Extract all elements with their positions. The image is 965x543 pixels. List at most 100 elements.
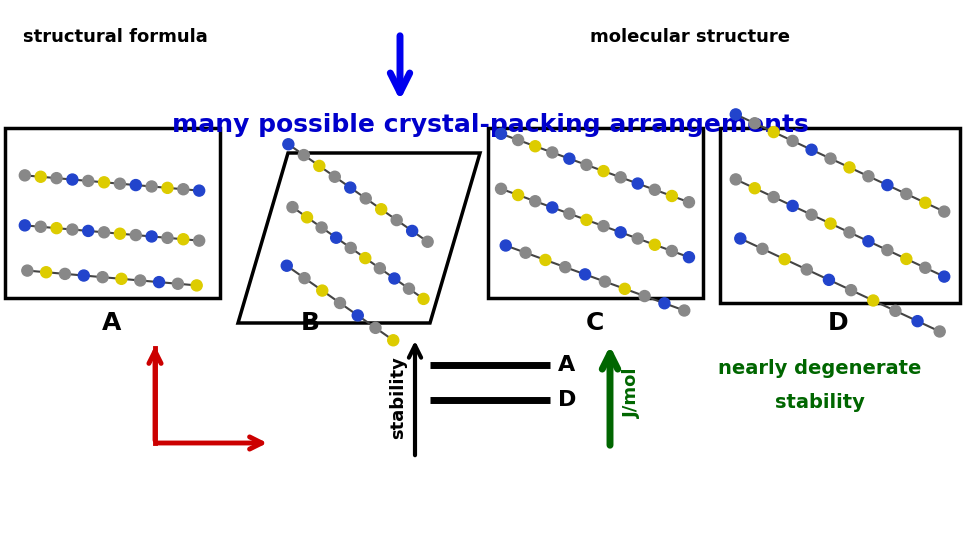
Circle shape — [97, 272, 108, 283]
Circle shape — [178, 184, 189, 195]
Circle shape — [632, 178, 644, 189]
Circle shape — [60, 268, 70, 280]
Circle shape — [115, 178, 125, 189]
Circle shape — [191, 280, 203, 291]
Text: B: B — [300, 311, 319, 335]
Circle shape — [530, 141, 540, 151]
Circle shape — [500, 240, 511, 251]
Circle shape — [580, 269, 591, 280]
Circle shape — [734, 233, 746, 244]
Polygon shape — [238, 153, 480, 323]
Circle shape — [615, 172, 626, 183]
Circle shape — [35, 171, 46, 182]
Circle shape — [345, 182, 356, 193]
Circle shape — [35, 221, 46, 232]
Circle shape — [920, 262, 931, 273]
Circle shape — [806, 144, 817, 155]
Circle shape — [153, 276, 165, 288]
Circle shape — [683, 252, 695, 263]
Circle shape — [496, 128, 507, 140]
Circle shape — [868, 295, 879, 306]
Circle shape — [620, 283, 630, 294]
Circle shape — [934, 326, 945, 337]
Circle shape — [67, 224, 78, 235]
Circle shape — [912, 315, 924, 327]
Circle shape — [317, 285, 328, 296]
Text: J/mol: J/mol — [623, 368, 641, 418]
Circle shape — [530, 195, 540, 207]
Circle shape — [757, 243, 768, 254]
Circle shape — [98, 227, 110, 238]
Circle shape — [317, 222, 327, 233]
Circle shape — [374, 263, 385, 274]
Circle shape — [418, 293, 429, 305]
Circle shape — [281, 260, 292, 271]
Text: molecular structure: molecular structure — [590, 28, 790, 46]
Circle shape — [162, 182, 173, 193]
Circle shape — [825, 153, 836, 164]
Circle shape — [547, 147, 558, 158]
Circle shape — [787, 200, 798, 211]
Circle shape — [667, 245, 677, 256]
Text: stability: stability — [775, 394, 865, 413]
Circle shape — [768, 127, 779, 137]
Circle shape — [496, 184, 507, 194]
Circle shape — [115, 228, 125, 239]
Circle shape — [939, 271, 950, 282]
Circle shape — [779, 254, 790, 264]
Circle shape — [146, 231, 157, 242]
Circle shape — [135, 275, 146, 286]
Circle shape — [512, 135, 524, 146]
Text: A: A — [102, 311, 122, 335]
Bar — [5, 128, 220, 298]
Circle shape — [768, 192, 779, 203]
Circle shape — [920, 197, 931, 209]
Circle shape — [352, 310, 363, 321]
Circle shape — [520, 247, 531, 258]
Circle shape — [678, 305, 690, 316]
Circle shape — [78, 270, 90, 281]
Circle shape — [178, 233, 189, 245]
Circle shape — [749, 183, 760, 194]
Circle shape — [130, 230, 141, 241]
Circle shape — [360, 252, 371, 263]
Circle shape — [345, 242, 356, 254]
Circle shape — [731, 174, 741, 185]
Circle shape — [299, 273, 310, 283]
Circle shape — [845, 285, 857, 296]
Circle shape — [194, 235, 205, 246]
Text: D: D — [558, 390, 576, 410]
Circle shape — [67, 174, 78, 185]
Circle shape — [314, 160, 325, 172]
Circle shape — [787, 135, 798, 147]
Circle shape — [649, 239, 660, 250]
Circle shape — [298, 149, 310, 161]
Circle shape — [173, 278, 183, 289]
Circle shape — [667, 191, 677, 201]
Circle shape — [51, 223, 62, 233]
Circle shape — [194, 185, 205, 196]
Circle shape — [370, 323, 381, 333]
Circle shape — [749, 118, 760, 129]
Circle shape — [287, 201, 298, 213]
Circle shape — [890, 305, 901, 317]
Circle shape — [512, 190, 524, 200]
Circle shape — [882, 244, 893, 256]
Circle shape — [422, 236, 433, 247]
Circle shape — [83, 175, 94, 186]
Circle shape — [659, 298, 670, 309]
Text: D: D — [828, 311, 848, 335]
Circle shape — [844, 162, 855, 173]
Circle shape — [22, 265, 33, 276]
Circle shape — [335, 298, 345, 308]
Circle shape — [403, 283, 415, 294]
Text: stability: stability — [389, 357, 407, 439]
Bar — [488, 128, 703, 298]
Circle shape — [863, 236, 874, 247]
Circle shape — [283, 139, 294, 150]
Circle shape — [939, 206, 950, 217]
Circle shape — [806, 209, 817, 220]
Circle shape — [599, 276, 611, 287]
Circle shape — [863, 171, 874, 182]
Circle shape — [900, 254, 912, 264]
